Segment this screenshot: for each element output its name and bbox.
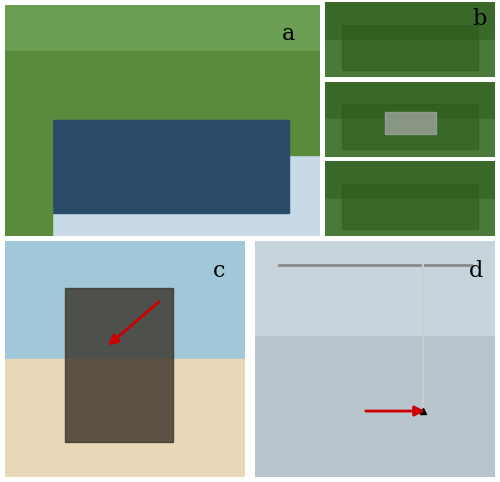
Bar	[65, 288, 173, 442]
Bar	[5, 359, 245, 477]
Bar	[342, 104, 478, 149]
Text: c: c	[214, 260, 226, 282]
Text: d: d	[468, 260, 483, 282]
Text: b: b	[472, 8, 486, 30]
Text: a: a	[282, 23, 295, 45]
Bar	[342, 184, 478, 229]
Bar	[325, 119, 495, 157]
Bar	[325, 40, 495, 77]
Bar	[5, 241, 245, 359]
Bar	[5, 97, 52, 236]
Bar	[5, 155, 320, 236]
Bar	[5, 51, 320, 155]
Bar	[384, 112, 436, 134]
Bar	[325, 199, 495, 236]
Bar	[36, 120, 288, 213]
Bar	[342, 25, 478, 69]
